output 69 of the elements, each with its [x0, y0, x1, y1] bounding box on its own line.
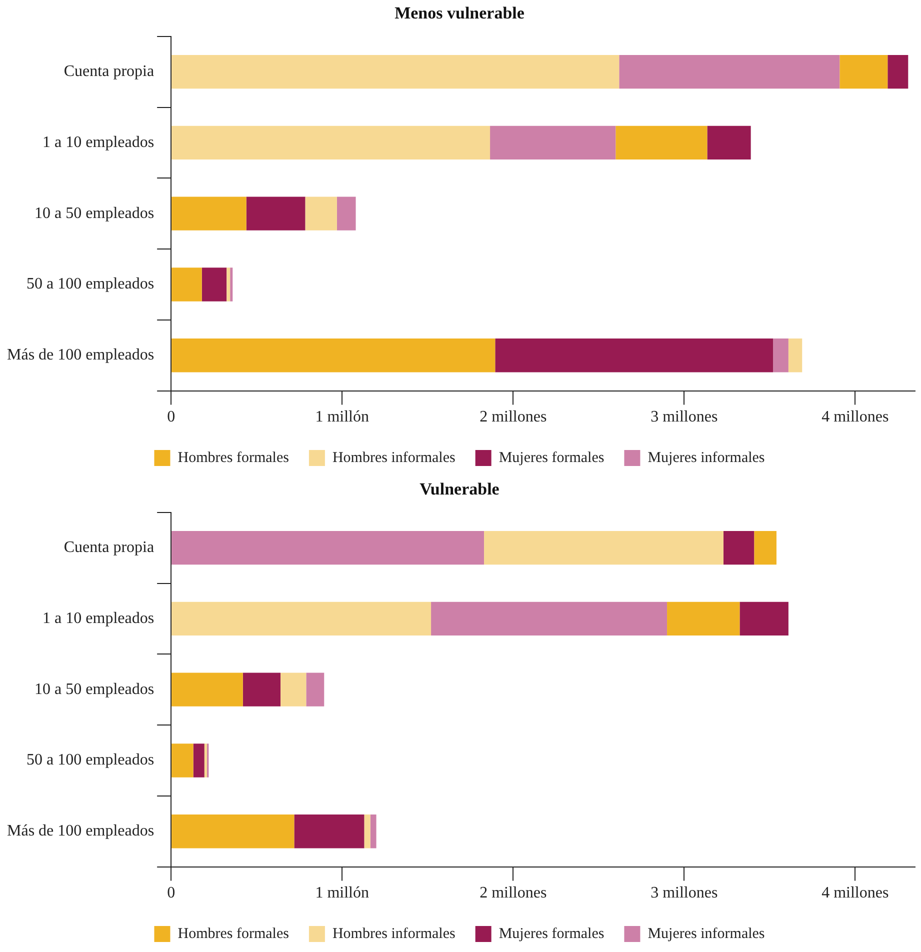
bar [495, 338, 774, 372]
bar [723, 531, 754, 565]
x-tick-label: 2 millones [480, 884, 547, 902]
bar [707, 126, 751, 160]
bar [667, 602, 740, 636]
bar [202, 268, 227, 302]
bar [172, 672, 243, 706]
bar [280, 672, 306, 706]
bar [364, 814, 370, 848]
y-tick-label: 50 a 100 empleados [26, 752, 154, 769]
y-tick-label: Cuenta propia [64, 539, 154, 556]
y-tick-label: 1 a 10 empleados [42, 134, 154, 151]
legend-label: Hombres formales [178, 926, 290, 942]
x-tick-label: 4 millones [822, 408, 889, 426]
x-tick-label: 0 [167, 884, 176, 902]
bar [172, 531, 484, 565]
x-tick-label: 3 millones [650, 408, 718, 426]
chart-title: Menos vulnerable [394, 4, 525, 23]
chart-title: Vulnerable [420, 480, 500, 499]
bar [616, 126, 708, 160]
bar [294, 814, 364, 848]
y-tick-label: Cuenta propia [64, 63, 154, 80]
bar [754, 531, 776, 565]
bar [172, 744, 194, 778]
bar [172, 126, 490, 160]
x-tick-label: 3 millones [650, 884, 718, 902]
x-tick-label: 4 millones [822, 884, 889, 902]
bar [840, 55, 888, 89]
y-tick-label: Más de 100 empleados [7, 346, 154, 364]
legend-label: Mujeres formales [498, 450, 604, 466]
bar [370, 814, 376, 848]
bar [172, 55, 620, 89]
bar [172, 814, 294, 848]
bar [490, 126, 616, 160]
legend-label: Mujeres informales [648, 450, 765, 466]
bar [226, 268, 230, 302]
legend-label: Mujeres formales [498, 926, 604, 942]
bar [193, 744, 204, 778]
bar [242, 672, 281, 706]
y-tick-label: 10 a 50 empleados [34, 204, 154, 222]
bar [484, 531, 724, 565]
y-tick-label: 1 a 10 empleados [42, 610, 154, 627]
bar [619, 55, 840, 89]
legend-label: Hombres formales [178, 450, 290, 466]
bar [773, 338, 788, 372]
bar [336, 196, 356, 230]
y-tick-label: Más de 100 empleados [7, 822, 154, 840]
y-tick-label: 10 a 50 empleados [34, 680, 154, 698]
x-tick-label: 1 millón [315, 884, 369, 902]
bar [230, 268, 233, 302]
bar [204, 744, 207, 778]
bar [305, 196, 337, 230]
bar [788, 338, 802, 372]
legend-label: Mujeres informales [648, 926, 765, 942]
bar [888, 55, 908, 89]
x-tick-label: 1 millón [315, 408, 369, 426]
bar [172, 268, 202, 302]
bar [431, 602, 668, 636]
bar [306, 672, 324, 706]
x-tick-label: 0 [167, 408, 176, 426]
bar [172, 338, 496, 372]
y-tick-label: 50 a 100 empleados [26, 276, 154, 293]
bar [740, 602, 788, 636]
bar [246, 196, 306, 230]
legend-label: Hombres informales [332, 926, 456, 942]
bar [172, 602, 432, 636]
x-tick-label: 2 millones [480, 408, 547, 426]
legend-label: Hombres informales [332, 450, 456, 466]
bar [172, 196, 246, 230]
